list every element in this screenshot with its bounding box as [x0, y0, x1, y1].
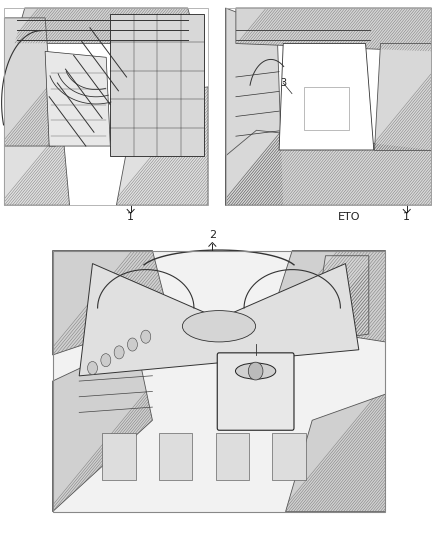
Ellipse shape — [101, 354, 111, 367]
Text: 3: 3 — [280, 78, 286, 88]
Bar — [226, 8, 431, 205]
PathPatch shape — [269, 251, 385, 342]
Bar — [53, 251, 385, 512]
PathPatch shape — [53, 251, 169, 355]
Bar — [226, 8, 431, 205]
PathPatch shape — [4, 37, 70, 205]
Ellipse shape — [88, 361, 98, 375]
Bar — [53, 251, 385, 512]
PathPatch shape — [374, 44, 431, 150]
Bar — [4, 8, 208, 205]
PathPatch shape — [4, 18, 55, 146]
Polygon shape — [279, 44, 374, 150]
FancyBboxPatch shape — [217, 353, 294, 430]
Text: 1: 1 — [127, 212, 134, 222]
PathPatch shape — [226, 8, 283, 205]
Ellipse shape — [114, 346, 124, 359]
Text: 2: 2 — [209, 230, 216, 240]
Text: ETO: ETO — [338, 212, 360, 222]
PathPatch shape — [117, 87, 208, 205]
PathPatch shape — [14, 8, 198, 44]
Circle shape — [248, 362, 263, 380]
Bar — [304, 87, 349, 130]
Ellipse shape — [141, 330, 151, 343]
Ellipse shape — [182, 311, 256, 342]
PathPatch shape — [53, 342, 152, 512]
Bar — [102, 433, 136, 480]
Ellipse shape — [127, 338, 138, 351]
Ellipse shape — [236, 363, 276, 379]
Bar — [4, 8, 208, 205]
PathPatch shape — [312, 256, 369, 342]
Bar — [215, 433, 249, 480]
Bar — [159, 433, 192, 480]
Text: 1: 1 — [403, 212, 410, 222]
PathPatch shape — [286, 394, 385, 512]
PathPatch shape — [236, 8, 431, 51]
Bar — [272, 433, 306, 480]
Polygon shape — [45, 51, 110, 146]
PathPatch shape — [226, 130, 431, 205]
Bar — [110, 14, 204, 156]
Polygon shape — [79, 264, 359, 376]
